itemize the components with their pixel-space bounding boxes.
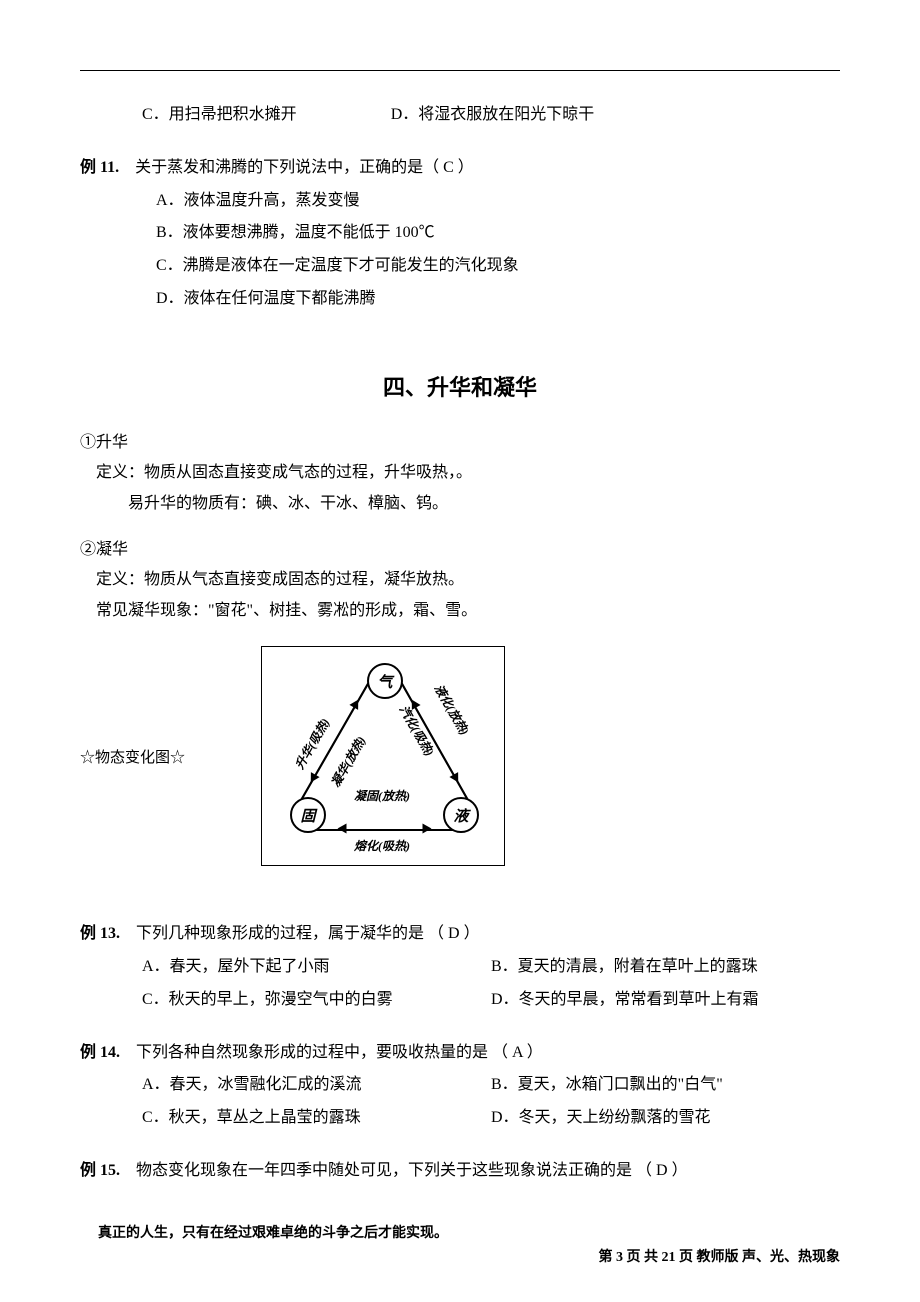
diagram-node-liquid: 液: [443, 797, 479, 833]
diagram-caption: ☆物态变化图☆: [80, 746, 185, 767]
diagram-node-solid: 固: [290, 797, 326, 833]
diagram-node-gas: 气: [367, 663, 403, 699]
q14-opt-c: C．秋天，草丛之上晶莹的露珠: [142, 1104, 491, 1133]
q15-stem: 物态变化现象在一年四季中随处可见，下列关于这些现象说法正确的是 （ D ）: [136, 1162, 688, 1179]
diagram-edge-label: 液化(放热): [431, 681, 474, 738]
diagram-row: ☆物态变化图☆ 气固液升华(吸热)凝华(放热)液化(放热)汽化(吸热)凝固(放热…: [80, 646, 840, 866]
q13-opt-b: B．夏天的清晨，附着在草叶上的露珠: [491, 953, 840, 982]
q11-stem: 关于蒸发和沸腾的下列说法中，正确的是（ C ）: [135, 159, 474, 176]
q10-options-cd: C．用扫帚把积水摊开 D．将湿衣服放在阳光下晾干: [80, 101, 840, 130]
diagram-arrow: [337, 824, 346, 834]
top-rule: [80, 70, 840, 71]
diagram-edge-label: 升华(吸热): [291, 715, 334, 772]
q13-opt-a: A．春天，屋外下起了小雨: [142, 953, 491, 982]
deposition-examples: 常见凝华现象："窗花"、树挂、雾凇的形成，霜、雪。: [80, 596, 840, 626]
q15-stem-row: 例 15. 物态变化现象在一年四季中随处可见，下列关于这些现象说法正确的是 （ …: [80, 1157, 840, 1186]
deposition-def: 定义：物质从气态直接变成固态的过程，凝华放热。: [80, 565, 840, 595]
diagram-edge-label: 凝固(放热): [354, 787, 410, 804]
q11-stem-row: 例 11. 关于蒸发和沸腾的下列说法中，正确的是（ C ）: [80, 154, 840, 183]
q15-label: 例 15.: [80, 1162, 120, 1179]
diagram-arrow: [423, 824, 432, 834]
phase-change-diagram: 气固液升华(吸热)凝华(放热)液化(放热)汽化(吸热)凝固(放热)熔化(吸热): [261, 646, 505, 866]
q14-row-cd: C．秋天，草丛之上晶莹的露珠 D．冬天，天上纷纷飘落的雪花: [80, 1104, 840, 1133]
q11-opt-c: C．沸腾是液体在一定温度下才可能发生的汽化现象: [80, 252, 840, 281]
q14-stem-row: 例 14. 下列各种自然现象形成的过程中，要吸收热量的是 （ A ）: [80, 1039, 840, 1068]
q11-opt-b: B．液体要想沸腾，温度不能低于 100℃: [80, 219, 840, 248]
q11-opt-d: D．液体在任何温度下都能沸腾: [80, 285, 840, 314]
q13-row-cd: C．秋天的早上，弥漫空气中的白雾 D．冬天的早晨，常常看到草叶上有霜: [80, 986, 840, 1015]
q14-label: 例 14.: [80, 1044, 120, 1061]
deposition-heading: ②凝华: [80, 535, 840, 565]
footer-page-number: 第 3 页 共 21 页 教师版 声、光、热现象: [80, 1246, 840, 1266]
q14-opt-b: B．夏天，冰箱门口飘出的"白气": [491, 1071, 840, 1100]
footer-quote: 真正的人生，只有在经过艰难卓绝的斗争之后才能实现。: [80, 1222, 840, 1242]
page-content: C．用扫帚把积水摊开 D．将湿衣服放在阳光下晾干 例 11. 关于蒸发和沸腾的下…: [0, 0, 920, 1230]
q13-label: 例 13.: [80, 925, 120, 942]
q13-opt-c: C．秋天的早上，弥漫空气中的白雾: [142, 986, 491, 1015]
q13-row-ab: A．春天，屋外下起了小雨 B．夏天的清晨，附着在草叶上的露珠: [80, 953, 840, 982]
sublimation-examples: 易升华的物质有：碘、冰、干冰、樟脑、钨。: [80, 489, 840, 519]
diagram-edge-label: 熔化(吸热): [354, 837, 410, 854]
q10-opt-d: D．将湿衣服放在阳光下晾干: [391, 106, 595, 123]
q11-label: 例 11.: [80, 159, 119, 176]
q13-opt-d: D．冬天的早晨，常常看到草叶上有霜: [491, 986, 840, 1015]
sublimation-def: 定义：物质从固态直接变成气态的过程，升华吸热，。: [80, 458, 840, 488]
q14-opt-d: D．冬天，天上纷纷飘落的雪花: [491, 1104, 840, 1133]
q10-opt-c: C．用扫帚把积水摊开: [142, 106, 297, 123]
diagram-edge: [308, 829, 461, 831]
q11-opt-a: A．液体温度升高，蒸发变慢: [80, 187, 840, 216]
sublimation-heading: ①升华: [80, 428, 840, 458]
q14-stem: 下列各种自然现象形成的过程中，要吸收热量的是 （ A ）: [136, 1044, 543, 1061]
q14-opt-a: A．春天，冰雪融化汇成的溪流: [142, 1071, 491, 1100]
q13-stem-row: 例 13. 下列几种现象形成的过程，属于凝华的是 （ D ）: [80, 920, 840, 949]
q14-row-ab: A．春天，冰雪融化汇成的溪流 B．夏天，冰箱门口飘出的"白气": [80, 1071, 840, 1100]
section4-title: 四、升华和凝华: [80, 370, 840, 402]
page-footer: 真正的人生，只有在经过艰难卓绝的斗争之后才能实现。 第 3 页 共 21 页 教…: [80, 1222, 840, 1266]
q13-stem: 下列几种现象形成的过程，属于凝华的是 （ D ）: [136, 925, 480, 942]
